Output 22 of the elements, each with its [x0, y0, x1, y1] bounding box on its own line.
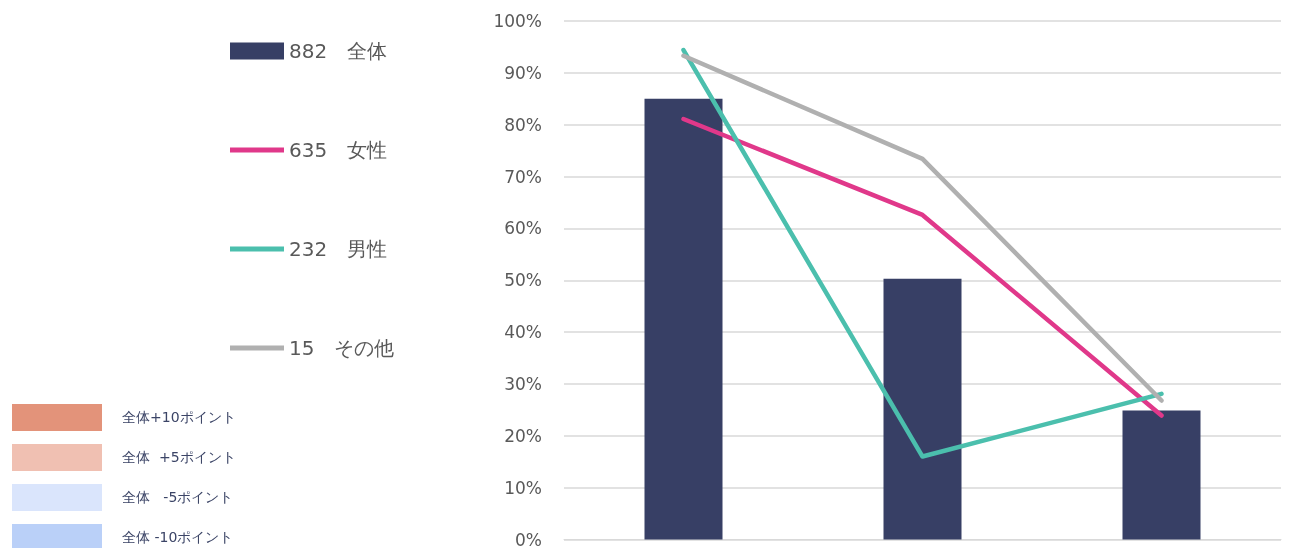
bar	[644, 98, 723, 540]
y-tick-label: 0%	[515, 529, 542, 548]
legend-label: 882 全体	[289, 39, 388, 63]
text: 全体 -10ポイント	[122, 528, 234, 547]
text: 全体 -5ポイント	[122, 488, 234, 507]
y-tick-label: 40%	[504, 322, 542, 343]
legend-label: 232 男性	[289, 237, 388, 261]
y-tick-label: 100%	[493, 11, 542, 31]
legend-label: 635 女性	[289, 138, 388, 162]
text: 全体 +5ポイント	[122, 448, 236, 467]
y-tick-label: 50%	[504, 270, 542, 291]
y-tick-label: 10%	[504, 477, 542, 498]
legend-label: 15 その他	[289, 336, 395, 360]
y-tick-label: 20%	[504, 425, 542, 446]
y-tick-label: 80%	[504, 114, 542, 135]
y-tick-label: 30%	[504, 373, 542, 394]
bar	[1122, 410, 1201, 540]
text: 全体+10ポイント	[122, 408, 236, 427]
bar	[883, 278, 962, 540]
y-tick-label: 70%	[504, 166, 542, 187]
y-tick-label: 60%	[504, 218, 542, 239]
y-tick-label: 90%	[504, 62, 542, 83]
